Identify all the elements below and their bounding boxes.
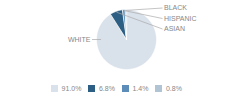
svg-text:WHITE: WHITE — [68, 36, 91, 43]
html-text:0.8%: 0.8% — [165, 84, 182, 92]
svg-text:ASIAN: ASIAN — [164, 25, 185, 32]
svg-text:BLACK: BLACK — [164, 4, 187, 11]
html-text:91.0%: 91.0% — [61, 84, 82, 92]
html-text:6.8%: 6.8% — [99, 84, 115, 92]
svg-text:HISPANIC: HISPANIC — [164, 15, 197, 22]
html-text:1.4%: 1.4% — [132, 84, 149, 92]
